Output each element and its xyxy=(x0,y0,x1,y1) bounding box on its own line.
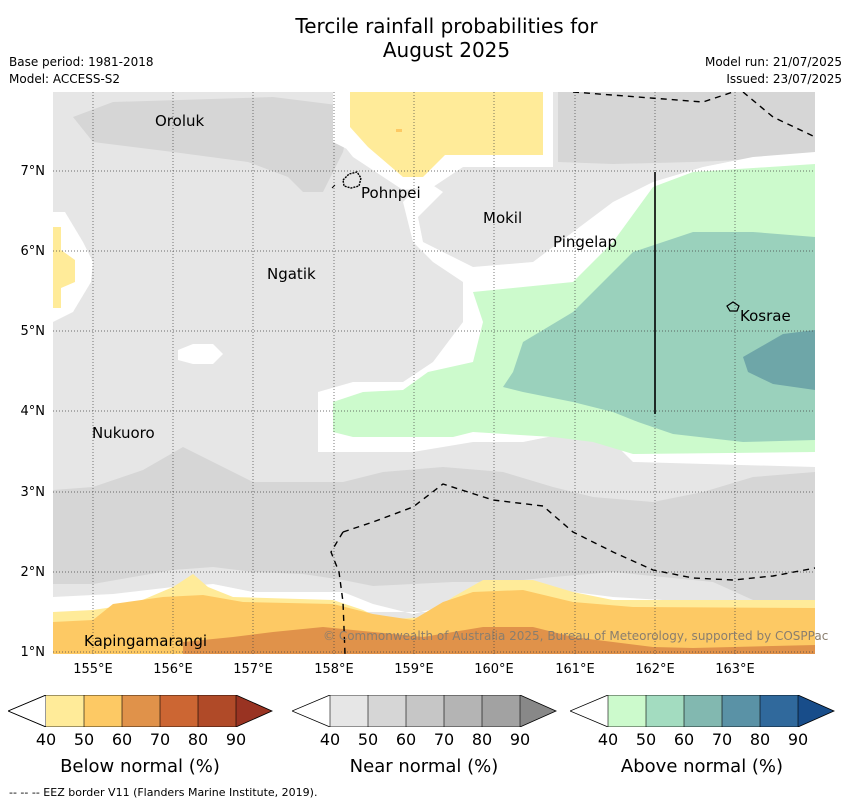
model-run: Model run: 21/07/2025 xyxy=(704,55,842,69)
base-period: Base period: 1981-2018 xyxy=(9,55,154,69)
below-normal-50-spot xyxy=(396,129,402,132)
lat-label-6: 6°N xyxy=(20,244,46,259)
cb1-tick-50: 50 xyxy=(73,730,95,749)
lon-label-155: 155°E xyxy=(73,662,113,677)
lon-label-156: 156°E xyxy=(153,662,193,677)
cb1-title: Below normal (%) xyxy=(60,756,220,777)
place-nukuoro: Nukuoro xyxy=(92,424,155,442)
lat-label-3: 3°N xyxy=(20,485,46,500)
cb3-tick-50: 50 xyxy=(635,730,657,749)
cb1-tick-80: 80 xyxy=(187,730,209,749)
cb1-tick-40: 40 xyxy=(35,730,57,749)
place-mokil: Mokil xyxy=(483,209,523,227)
lon-label-160: 160°E xyxy=(474,662,514,677)
near-normal-50-region-northeast xyxy=(558,92,815,164)
issued-date: Issued: 23/07/2025 xyxy=(726,72,842,86)
neutral-gap-small xyxy=(178,344,223,364)
cb3-tick-90: 90 xyxy=(787,730,809,749)
cb3-tick-80: 80 xyxy=(749,730,771,749)
place-kosrae: Kosrae xyxy=(740,307,791,325)
colorbar-below-normal xyxy=(8,695,273,727)
near-normal-50-region-north xyxy=(73,97,353,192)
above-normal-60-region xyxy=(743,330,815,390)
cb3-title: Above normal (%) xyxy=(620,756,784,777)
copyright-notice: © Commonwealth of Australia 2025, Bureau… xyxy=(323,629,829,643)
below-normal-60-region xyxy=(183,627,815,654)
cb1-tick-90: 90 xyxy=(225,730,247,749)
place-ngatik: Ngatik xyxy=(267,265,316,283)
cb2-tick-90: 90 xyxy=(509,730,531,749)
lat-label-1: 1°N xyxy=(20,645,46,660)
eez-legend-note: -- -- -- EEZ border V11 (Flanders Marine… xyxy=(9,786,318,799)
below-normal-40-north xyxy=(350,92,543,177)
below-normal-40-west xyxy=(53,227,75,308)
lon-label-157: 157°E xyxy=(233,662,273,677)
lon-label-159: 159°E xyxy=(394,662,434,677)
place-pohnpei: Pohnpei xyxy=(361,184,421,202)
right-metadata: Model run: 21/07/2025 Issued: 23/07/2025 xyxy=(705,54,842,88)
lat-label-4: 4°N xyxy=(20,404,46,419)
place-oroluk: Oroluk xyxy=(155,112,205,130)
lon-label-163: 163°E xyxy=(715,662,755,677)
pohnpei-island xyxy=(342,171,362,189)
cb2-tick-50: 50 xyxy=(357,730,379,749)
eez-border xyxy=(330,92,815,654)
lon-label-162: 162°E xyxy=(635,662,675,677)
place-pingelap: Pingelap xyxy=(553,233,618,251)
title-line-2: August 2025 xyxy=(382,38,511,62)
cb2-tick-80: 80 xyxy=(471,730,493,749)
cb1-tick-70: 70 xyxy=(149,730,171,749)
cb3-tick-40: 40 xyxy=(597,730,619,749)
probability-map xyxy=(53,92,815,654)
lat-label-5: 5°N xyxy=(20,324,46,339)
lat-label-7: 7°N xyxy=(20,164,46,179)
kosrae-island xyxy=(726,301,740,312)
map-title: Tercile rainfall probabilities for Augus… xyxy=(0,14,850,62)
place-kapingamarangi: Kapingamarangi xyxy=(84,632,208,650)
cb2-tick-60: 60 xyxy=(395,730,417,749)
cb2-title: Near normal (%) xyxy=(349,756,499,777)
left-metadata: Base period: 1981-2018 Model: ACCESS-S2 xyxy=(9,54,154,88)
lon-label-158: 158°E xyxy=(314,662,354,677)
lat-label-2: 2°N xyxy=(20,565,46,580)
model-name: Model: ACCESS-S2 xyxy=(9,72,121,86)
near-normal-50-region-south xyxy=(53,447,815,600)
title-line-1: Tercile rainfall probabilities for xyxy=(295,14,598,38)
above-normal-50-region xyxy=(503,232,815,442)
colorbar-above-normal xyxy=(570,695,835,727)
cb2-tick-40: 40 xyxy=(319,730,341,749)
cb3-tick-60: 60 xyxy=(673,730,695,749)
cb3-tick-70: 70 xyxy=(711,730,733,749)
lon-label-161: 161°E xyxy=(555,662,595,677)
colorbar-near-normal xyxy=(292,695,557,727)
cb1-tick-60: 60 xyxy=(111,730,133,749)
cb2-tick-70: 70 xyxy=(433,730,455,749)
small-island xyxy=(331,184,336,189)
